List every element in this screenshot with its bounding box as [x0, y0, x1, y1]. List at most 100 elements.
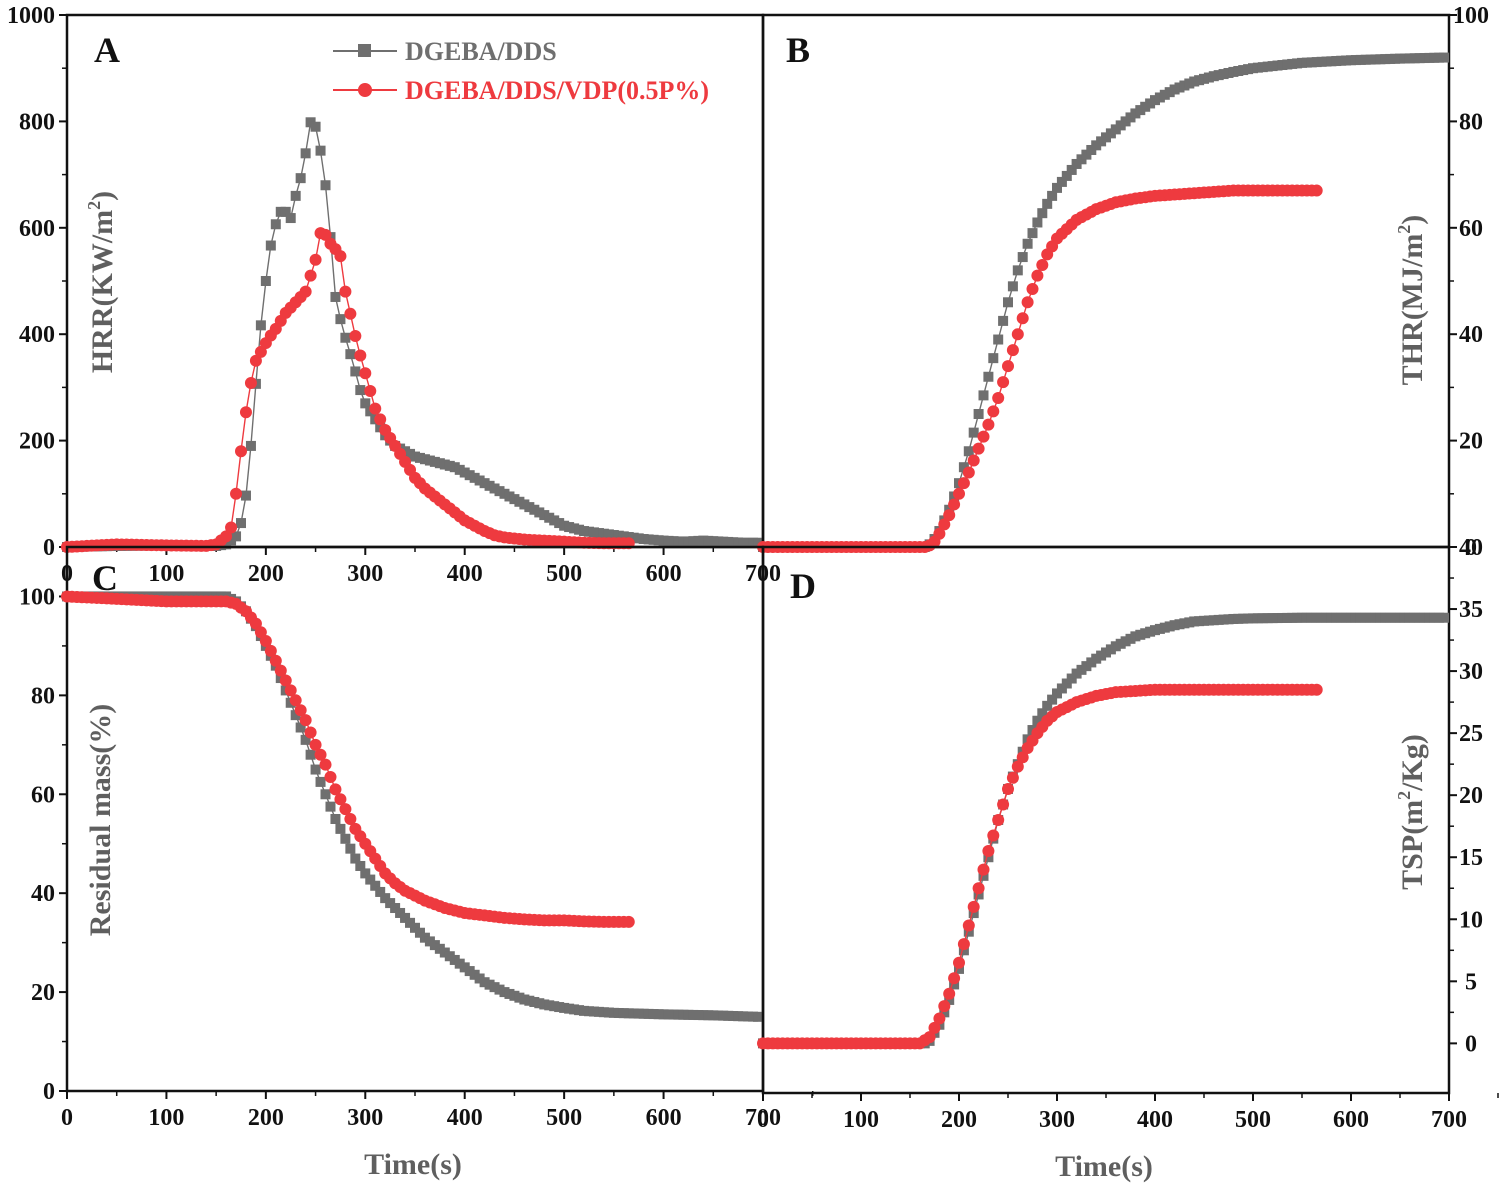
data-point-circle	[967, 900, 980, 913]
data-point-circle	[953, 487, 965, 500]
data-point-circle	[1002, 782, 1014, 795]
plot-frame	[761, 545, 1451, 1095]
data-point-square	[295, 722, 306, 733]
data-point-square	[335, 823, 346, 834]
data-point-circle	[354, 349, 367, 362]
data-point-square	[365, 874, 376, 885]
data-point-circle	[933, 527, 946, 540]
y-tick-label: 20	[31, 980, 55, 1006]
data-point-circle	[319, 758, 332, 771]
axis-title-tsp: TSP(m2/Kg)	[1394, 734, 1429, 890]
y-tick-label: 0	[43, 535, 55, 561]
data-point-square	[1042, 700, 1053, 711]
data-point-square	[370, 880, 381, 891]
data-point-circle	[1031, 269, 1044, 282]
y-tick-label: 25	[1459, 721, 1483, 747]
data-point-circle	[299, 714, 312, 727]
data-point-circle	[289, 694, 302, 707]
data-point-circle	[1011, 328, 1024, 341]
data-point-square	[310, 764, 321, 775]
data-point-circle	[987, 829, 1000, 842]
x-tick-label: 100	[148, 1105, 184, 1131]
data-point-circle	[244, 376, 257, 389]
data-point-circle	[1002, 360, 1014, 373]
data-point-circle	[953, 956, 965, 969]
data-point-circle	[279, 674, 292, 687]
data-point-circle	[972, 882, 985, 895]
data-point-square	[260, 276, 271, 286]
data-point-square	[231, 531, 242, 542]
data-point-square	[1439, 612, 1450, 623]
data-point-square	[340, 833, 351, 844]
data-point-square	[963, 926, 974, 937]
data-point-square	[350, 853, 361, 864]
data-point-square	[295, 173, 306, 184]
data-point-circle	[364, 384, 377, 397]
data-point-square	[345, 843, 356, 854]
data-point-square	[236, 518, 246, 529]
series-line-1	[763, 689, 1317, 1045]
data-point-circle	[622, 915, 635, 928]
axis-title-time-right: Time(s)	[1055, 1150, 1153, 1183]
x-tick-label: 600	[1333, 1107, 1369, 1133]
series-line-1	[66, 595, 629, 923]
x-tick-label: 400	[447, 561, 483, 587]
data-point-circle	[1016, 312, 1029, 325]
data-point-circle	[299, 285, 312, 298]
data-point-square	[240, 490, 251, 501]
x-tick-label: 100	[843, 1107, 879, 1133]
data-point-square	[1007, 281, 1018, 292]
y-tick-label: 30	[1459, 659, 1483, 685]
legend-marker-square	[358, 44, 371, 57]
data-point-square	[375, 886, 386, 897]
data-point-circle	[349, 329, 362, 342]
data-point-circle	[992, 392, 1005, 405]
data-point-square	[1066, 164, 1077, 175]
y-tick-label: 20	[1459, 429, 1483, 455]
x-tick-label: 500	[546, 561, 582, 587]
y-tick-label: 60	[31, 782, 55, 808]
data-point-square	[300, 148, 311, 159]
y-tick-label: 80	[1459, 109, 1483, 135]
data-point-square	[993, 334, 1004, 345]
x-tick-label: 400	[1137, 1107, 1173, 1133]
data-point-circle	[334, 250, 347, 263]
panel-letter-d: D	[790, 566, 816, 606]
x-tick-label: 500	[546, 1105, 582, 1131]
data-point-circle	[982, 845, 995, 858]
data-point-circle	[962, 919, 975, 932]
series-line-0	[763, 56, 1445, 548]
data-point-circle	[938, 518, 951, 531]
x-tick-label: 0	[61, 1105, 73, 1131]
data-point-circle	[339, 285, 352, 298]
data-point-square	[355, 385, 366, 396]
data-point-square	[1012, 265, 1023, 276]
series-line-0	[66, 120, 758, 548]
plot-frame	[761, 13, 1451, 549]
data-point-circle	[235, 445, 247, 458]
data-point-square	[1027, 228, 1038, 239]
data-point-circle	[304, 726, 317, 739]
data-point-square	[968, 427, 979, 438]
panel-c: 0 20 40 60 80 100 0 100 200 300 400 500 600 700	[19, 545, 814, 1131]
legend-label-dgeba-dds-vdp: DGEBA/DDS/VDP(0.5P%)	[405, 76, 709, 105]
data-point-square	[315, 776, 326, 787]
data-point-square	[255, 320, 266, 331]
series-line-1	[763, 189, 1317, 548]
data-point-square	[340, 332, 351, 343]
data-point-circle	[1036, 259, 1049, 272]
legend-label-dgeba-dds: DGEBA/DDS	[405, 37, 557, 66]
data-point-square	[1047, 694, 1058, 705]
data-point-square	[1047, 190, 1058, 201]
data-point-square	[1022, 238, 1033, 249]
data-point-square	[983, 852, 994, 863]
data-point-circle	[344, 813, 357, 825]
y-tick-label: 35	[1459, 597, 1483, 623]
data-point-square	[335, 314, 346, 325]
data-point-circle	[1016, 751, 1029, 764]
data-point-square	[1032, 217, 1043, 228]
y-tick-label: 80	[31, 683, 55, 709]
data-point-square	[963, 446, 974, 457]
data-point-circle	[304, 269, 317, 282]
